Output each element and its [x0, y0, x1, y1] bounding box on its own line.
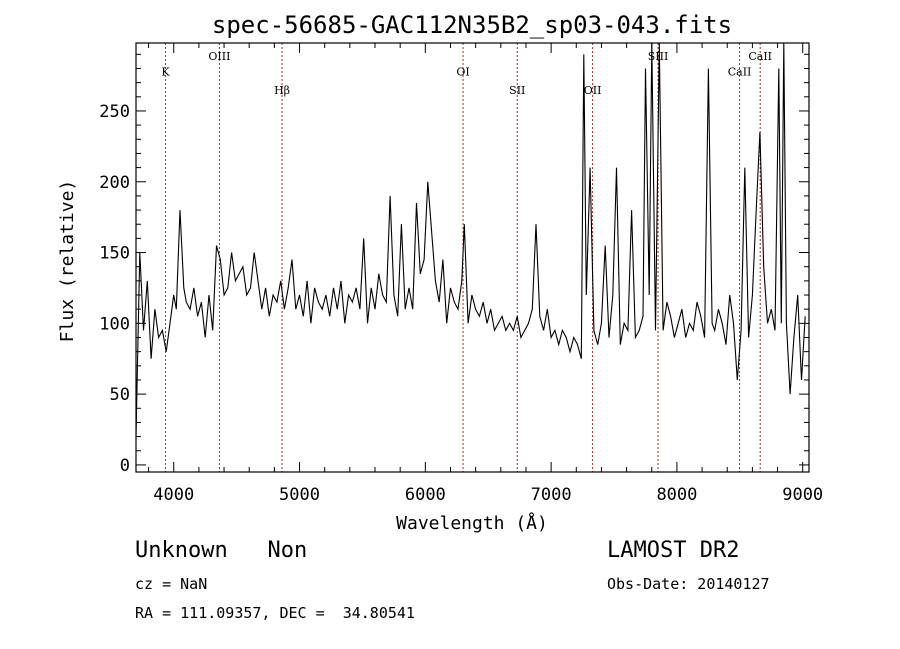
x-tick-label: 7000 — [531, 485, 572, 505]
object-class: Unknown Non — [135, 538, 308, 563]
spectral-line-label: OI — [456, 66, 469, 79]
x-axis-label: Wavelength (Å) — [396, 512, 548, 534]
y-axis-label: Flux (relative) — [57, 180, 78, 343]
spectral-line-label: CaII — [748, 50, 772, 63]
y-tick-label: 250 — [99, 102, 130, 122]
y-axis-ticks: 0 50 100 150 200 250 — [99, 53, 809, 476]
spectral-line-label: Hβ — [274, 84, 290, 97]
x-tick-label: 8000 — [656, 485, 697, 505]
y-tick-label: 50 — [110, 385, 130, 405]
spectral-line-label: OIII — [208, 50, 230, 63]
plot-frame — [135, 42, 810, 473]
spectrum-line — [135, 42, 806, 437]
y-tick-label: 100 — [99, 314, 130, 334]
y-tick-label: 0 — [120, 456, 130, 476]
y-tick-label: 150 — [99, 244, 130, 264]
y-tick-label: 200 — [99, 173, 130, 193]
spectral-line-label: OII — [584, 84, 602, 97]
x-tick-label: 9000 — [782, 485, 823, 505]
redshift-cz: cz = NaN — [135, 575, 208, 593]
spectral-line-label: CaII — [728, 66, 752, 79]
sky-coordinates: RA = 111.09357, DEC = 34.80541 — [135, 604, 415, 622]
observation-date: Obs-Date: 20140127 — [607, 575, 770, 593]
spectral-line-label: SIII — [648, 50, 669, 63]
spectral-line-markers — [164, 43, 761, 472]
x-tick-label: 5000 — [279, 485, 320, 505]
x-tick-label: 4000 — [153, 485, 194, 505]
chart-title: spec-56685-GAC112N35B2_sp03-043.fits — [212, 11, 732, 39]
spectral-line-labels: K OIII Hβ OI SII OII SIII CaII CaII — [161, 50, 772, 97]
spectral-line-label: K — [161, 66, 170, 79]
survey-name: LAMOST DR2 — [607, 538, 740, 563]
x-axis-ticks: 4000 5000 6000 7000 8000 9000 — [148, 43, 823, 505]
x-tick-label: 6000 — [405, 485, 446, 505]
spectral-line-label: SII — [509, 84, 525, 97]
